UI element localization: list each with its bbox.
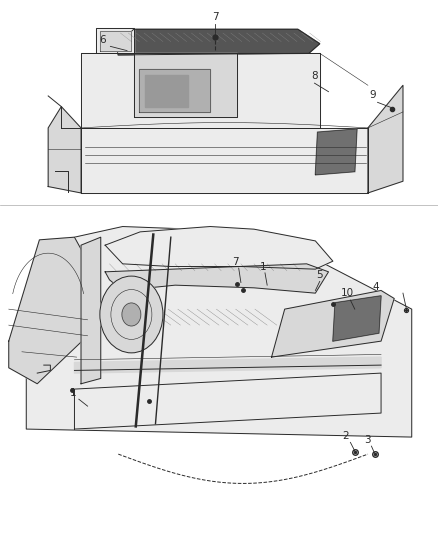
Text: 9: 9 (369, 90, 376, 100)
Text: 1: 1 (70, 388, 77, 398)
Polygon shape (74, 357, 381, 373)
Text: 5: 5 (316, 270, 323, 280)
Polygon shape (26, 227, 412, 437)
Text: 10: 10 (340, 288, 353, 298)
Text: 7: 7 (232, 257, 239, 267)
Polygon shape (134, 53, 237, 117)
Circle shape (122, 303, 141, 326)
Text: 6: 6 (99, 35, 106, 45)
Polygon shape (272, 290, 394, 357)
Polygon shape (139, 69, 210, 112)
Polygon shape (145, 75, 188, 107)
Text: 2: 2 (342, 431, 349, 441)
Polygon shape (96, 28, 134, 53)
Polygon shape (105, 227, 333, 269)
Polygon shape (81, 53, 320, 128)
Polygon shape (74, 373, 381, 429)
Circle shape (100, 276, 163, 353)
Polygon shape (9, 237, 88, 384)
Polygon shape (368, 85, 403, 193)
Text: 4: 4 (372, 282, 379, 292)
Polygon shape (105, 264, 328, 293)
Polygon shape (48, 107, 81, 193)
Polygon shape (100, 31, 131, 51)
Text: 8: 8 (311, 71, 318, 81)
Text: 1: 1 (259, 262, 266, 272)
Text: 3: 3 (364, 434, 371, 445)
Polygon shape (333, 296, 381, 341)
Polygon shape (81, 128, 368, 193)
Polygon shape (315, 129, 357, 175)
Text: 7: 7 (212, 12, 219, 22)
Polygon shape (116, 29, 320, 55)
Polygon shape (81, 237, 101, 384)
